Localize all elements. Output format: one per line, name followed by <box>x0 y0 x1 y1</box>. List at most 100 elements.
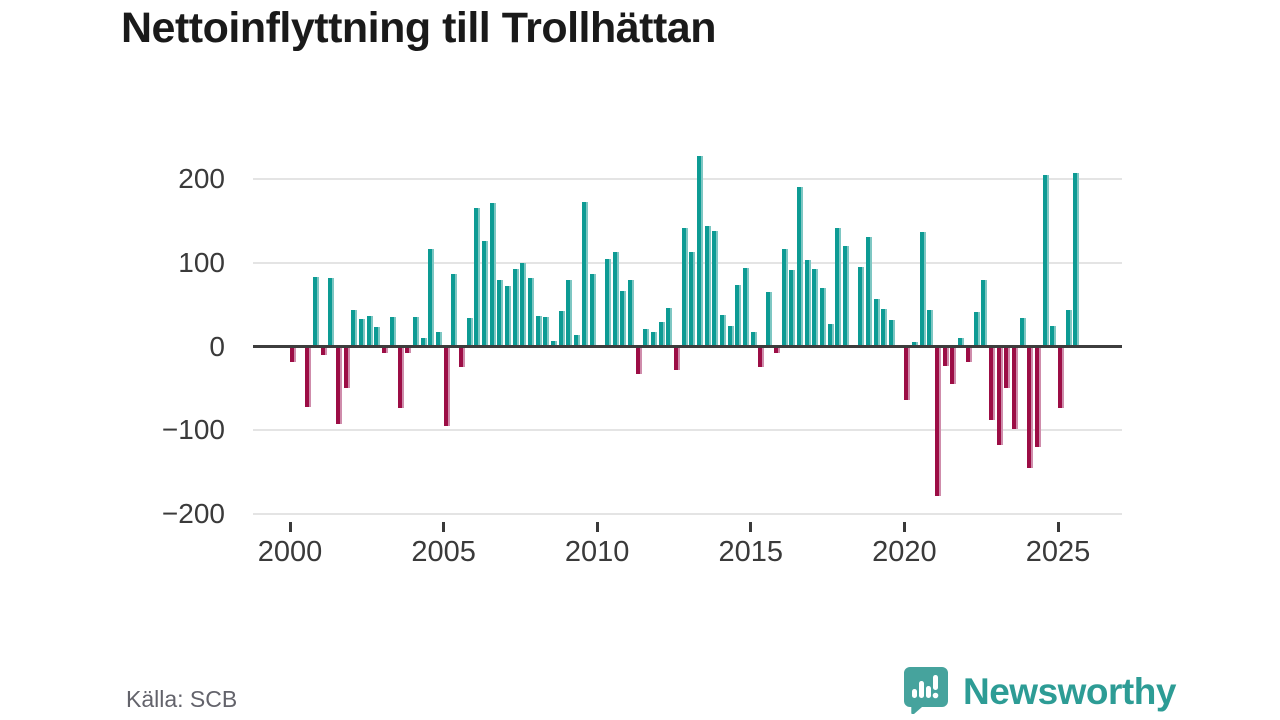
bar <box>1058 346 1064 409</box>
bar <box>328 277 335 347</box>
bar <box>781 248 788 347</box>
bar <box>627 280 634 347</box>
bar <box>789 270 796 347</box>
y-axis-tick-label: −100 <box>161 414 225 446</box>
bar <box>635 346 642 375</box>
bar <box>497 280 504 347</box>
bar <box>912 342 919 347</box>
bar <box>1050 325 1057 347</box>
bar <box>1011 346 1018 429</box>
x-axis-tick <box>595 522 599 532</box>
y-gridline <box>253 513 1122 515</box>
bar <box>458 346 465 367</box>
bar <box>942 346 949 366</box>
bar <box>950 346 957 385</box>
bar <box>704 225 711 347</box>
bar <box>727 325 734 347</box>
bar <box>827 323 834 347</box>
bar <box>313 276 320 347</box>
bar <box>505 286 512 347</box>
bar <box>1004 346 1011 388</box>
bar <box>812 268 819 347</box>
bar <box>405 346 412 354</box>
bar <box>351 310 358 347</box>
bar <box>996 346 1003 446</box>
x-axis-tick <box>288 522 292 532</box>
bar <box>474 208 481 347</box>
bar <box>528 277 535 347</box>
bar <box>374 327 381 347</box>
bar <box>773 346 780 354</box>
bar <box>320 346 327 355</box>
bar <box>290 346 296 362</box>
bar <box>835 228 842 347</box>
x-axis-tick <box>749 522 753 532</box>
newsworthy-logo: Newsworthy <box>903 666 1176 719</box>
bar <box>1019 318 1026 347</box>
bar <box>666 307 673 347</box>
chart-title: Nettoinflyttning till Trollhättan <box>121 4 717 52</box>
bar <box>574 334 581 347</box>
bar <box>1065 310 1072 347</box>
bar <box>382 346 389 354</box>
bar <box>973 312 980 347</box>
y-axis-tick-label: −200 <box>161 498 225 529</box>
bar <box>904 346 911 401</box>
bar <box>766 292 773 347</box>
bar <box>412 317 419 347</box>
y-gridline <box>253 178 1122 180</box>
y-axis-tick-label: 100 <box>178 246 225 278</box>
bar <box>443 346 450 427</box>
newsworthy-logo-icon <box>903 666 949 719</box>
bar <box>697 155 704 347</box>
bar <box>819 287 826 347</box>
bar <box>366 315 373 347</box>
bar <box>919 231 926 347</box>
bar <box>466 318 473 347</box>
bar <box>435 332 442 347</box>
bar <box>428 248 435 347</box>
bar <box>1042 174 1049 347</box>
bar <box>581 201 588 347</box>
bar <box>343 346 350 389</box>
bar <box>420 338 427 347</box>
bar <box>1027 346 1034 468</box>
bar <box>873 298 880 347</box>
bar <box>804 260 811 347</box>
bar <box>712 230 719 347</box>
y-axis-tick-label: 0 <box>209 330 225 362</box>
bar <box>681 228 688 347</box>
bar <box>397 346 404 409</box>
bar <box>881 308 888 347</box>
bar <box>489 203 496 347</box>
bar <box>981 279 988 347</box>
bar <box>520 262 527 347</box>
x-axis-tick <box>1056 522 1060 532</box>
bar <box>359 318 366 347</box>
bar <box>720 314 727 347</box>
bar <box>650 332 657 347</box>
zero-axis-line <box>253 345 1122 348</box>
bar <box>735 285 742 347</box>
bar <box>674 346 680 370</box>
bar <box>535 315 542 347</box>
bar <box>743 267 750 347</box>
bar <box>988 346 995 421</box>
bar <box>589 273 596 347</box>
bar <box>551 341 558 347</box>
newsworthy-logo-text: Newsworthy <box>963 671 1176 712</box>
bar <box>1073 173 1080 347</box>
bar <box>842 246 849 347</box>
bar <box>796 187 803 347</box>
x-axis-tick <box>442 522 446 532</box>
x-axis-tick-label: 2000 <box>257 536 323 568</box>
bar <box>620 291 627 347</box>
bar <box>612 251 619 347</box>
bar <box>758 346 765 368</box>
bar <box>336 346 343 424</box>
x-axis-tick-label: 2020 <box>872 536 937 568</box>
y-gridline <box>253 429 1122 432</box>
bar <box>935 346 942 496</box>
y-axis-tick-label: 200 <box>178 163 225 194</box>
x-axis-tick-label: 2015 <box>718 536 784 568</box>
